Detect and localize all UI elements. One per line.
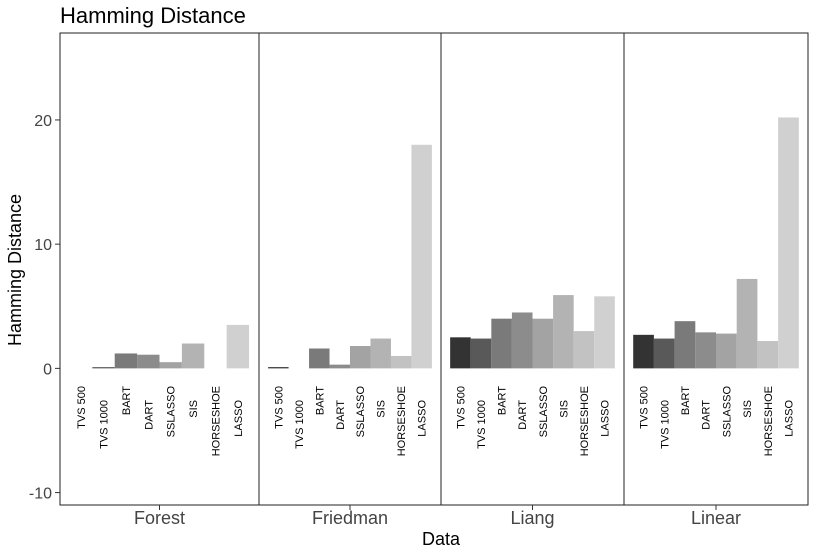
facet-panel-linear: TVS 500 TVS 1000 BART DART SSLASSO SIS HORSESH… <box>623 32 809 528</box>
bar-friedman-bart <box>309 348 330 369</box>
bar-forest-bart <box>114 353 138 369</box>
facet-panel-liang: TVS 500 TVS 1000 BART DART SSLASSO SIS HORSESH… <box>440 32 625 528</box>
method-label: TVS 1000 <box>476 400 488 449</box>
y-tick-label: 0 <box>43 361 52 378</box>
method-label: LASSO <box>783 400 795 437</box>
method-label: LASSO <box>417 400 429 437</box>
method-label: HORSESHOE <box>763 386 775 456</box>
method-label: DART <box>335 400 347 430</box>
bar-friedman-dart <box>329 364 350 369</box>
method-label: SSLASSO <box>538 386 550 438</box>
bar-friedman-sslasso <box>350 346 371 369</box>
y-tick-label: 10 <box>34 237 52 254</box>
bar-forest-sslasso <box>159 362 182 369</box>
method-label: DART <box>517 400 529 430</box>
panel-border <box>59 32 260 506</box>
bar-linear-tvs-1000 <box>653 338 675 369</box>
method-label: DART <box>143 400 155 430</box>
facet-label: Liang <box>510 508 554 528</box>
method-label: TVS 1000 <box>294 400 306 449</box>
method-label: SIS <box>188 400 200 418</box>
bar-friedman-lasso <box>411 144 432 369</box>
method-label: BART <box>680 386 692 415</box>
bar-linear-bart <box>674 321 696 369</box>
bar-linear-dart <box>695 332 716 369</box>
method-label: SSLASSO <box>721 386 733 438</box>
method-label: DART <box>701 400 713 430</box>
method-label: TVS 1000 <box>659 400 671 449</box>
method-label: BART <box>497 386 509 415</box>
method-label: BART <box>314 386 326 415</box>
bar-linear-lasso <box>778 117 799 369</box>
bar-linear-sslasso <box>716 333 737 369</box>
method-label: LASSO <box>600 400 612 437</box>
method-label: TVS 500 <box>639 386 651 429</box>
panel-border <box>440 32 625 506</box>
bar-liang-dart <box>511 312 533 369</box>
facet-panels: TVS 500 TVS 1000 BART DART SSLASSO SIS HORSESH… <box>59 32 809 528</box>
bar-friedman-sis <box>370 338 391 369</box>
bar-forest-lasso <box>226 324 250 369</box>
method-label: LASSO <box>233 400 245 437</box>
facet-panel-friedman: TVS 500 TVS 1000 BART DART SSLASSO SIS HORSESH… <box>258 32 442 528</box>
method-label: SIS <box>376 400 388 418</box>
y-tick-label: -10 <box>29 486 52 503</box>
x-axis-title: Data <box>422 529 461 549</box>
chart-title: Hamming Distance <box>60 3 246 28</box>
method-label: TVS 500 <box>455 386 467 429</box>
bar-forest-tvs-1000 <box>92 367 115 369</box>
facet-label: Friedman <box>312 508 388 528</box>
method-label: SSLASSO <box>355 386 367 438</box>
bar-friedman-horseshoe <box>390 355 412 369</box>
bar-linear-sis <box>736 278 758 369</box>
bar-liang-sslasso <box>532 318 554 369</box>
bar-liang-horseshoe <box>573 331 595 369</box>
method-label: SSLASSO <box>166 386 178 438</box>
method-label: HORSESHOE <box>396 386 408 456</box>
bar-liang-tvs-1000 <box>470 338 492 369</box>
method-label: SIS <box>742 400 754 418</box>
bar-friedman-tvs-500 <box>268 367 289 369</box>
method-label: TVS 1000 <box>99 400 111 449</box>
y-tick-label: 20 <box>34 113 52 130</box>
method-label: TVS 500 <box>273 386 285 429</box>
bar-liang-bart <box>491 318 512 369</box>
bar-liang-sis <box>553 295 574 369</box>
bar-linear-tvs-500 <box>633 334 654 369</box>
bar-linear-horseshoe <box>757 341 779 369</box>
y-axis: -10 0 10 20 <box>29 113 60 503</box>
facet-panel-forest: TVS 500 TVS 1000 BART DART SSLASSO SIS HORSESH… <box>59 32 260 528</box>
facet-label: Linear <box>691 508 741 528</box>
method-label: HORSESHOE <box>210 386 222 456</box>
facet-label: Forest <box>134 508 185 528</box>
y-axis-title: Hamming Distance <box>5 194 25 346</box>
bar-forest-sis <box>181 343 205 369</box>
method-label: BART <box>121 386 133 415</box>
bar-forest-dart <box>137 354 160 369</box>
method-label: TVS 500 <box>76 386 88 429</box>
bar-liang-tvs-500 <box>450 337 471 369</box>
bar-liang-lasso <box>594 296 615 369</box>
method-label: HORSESHOE <box>579 386 591 456</box>
method-label: SIS <box>558 400 570 418</box>
